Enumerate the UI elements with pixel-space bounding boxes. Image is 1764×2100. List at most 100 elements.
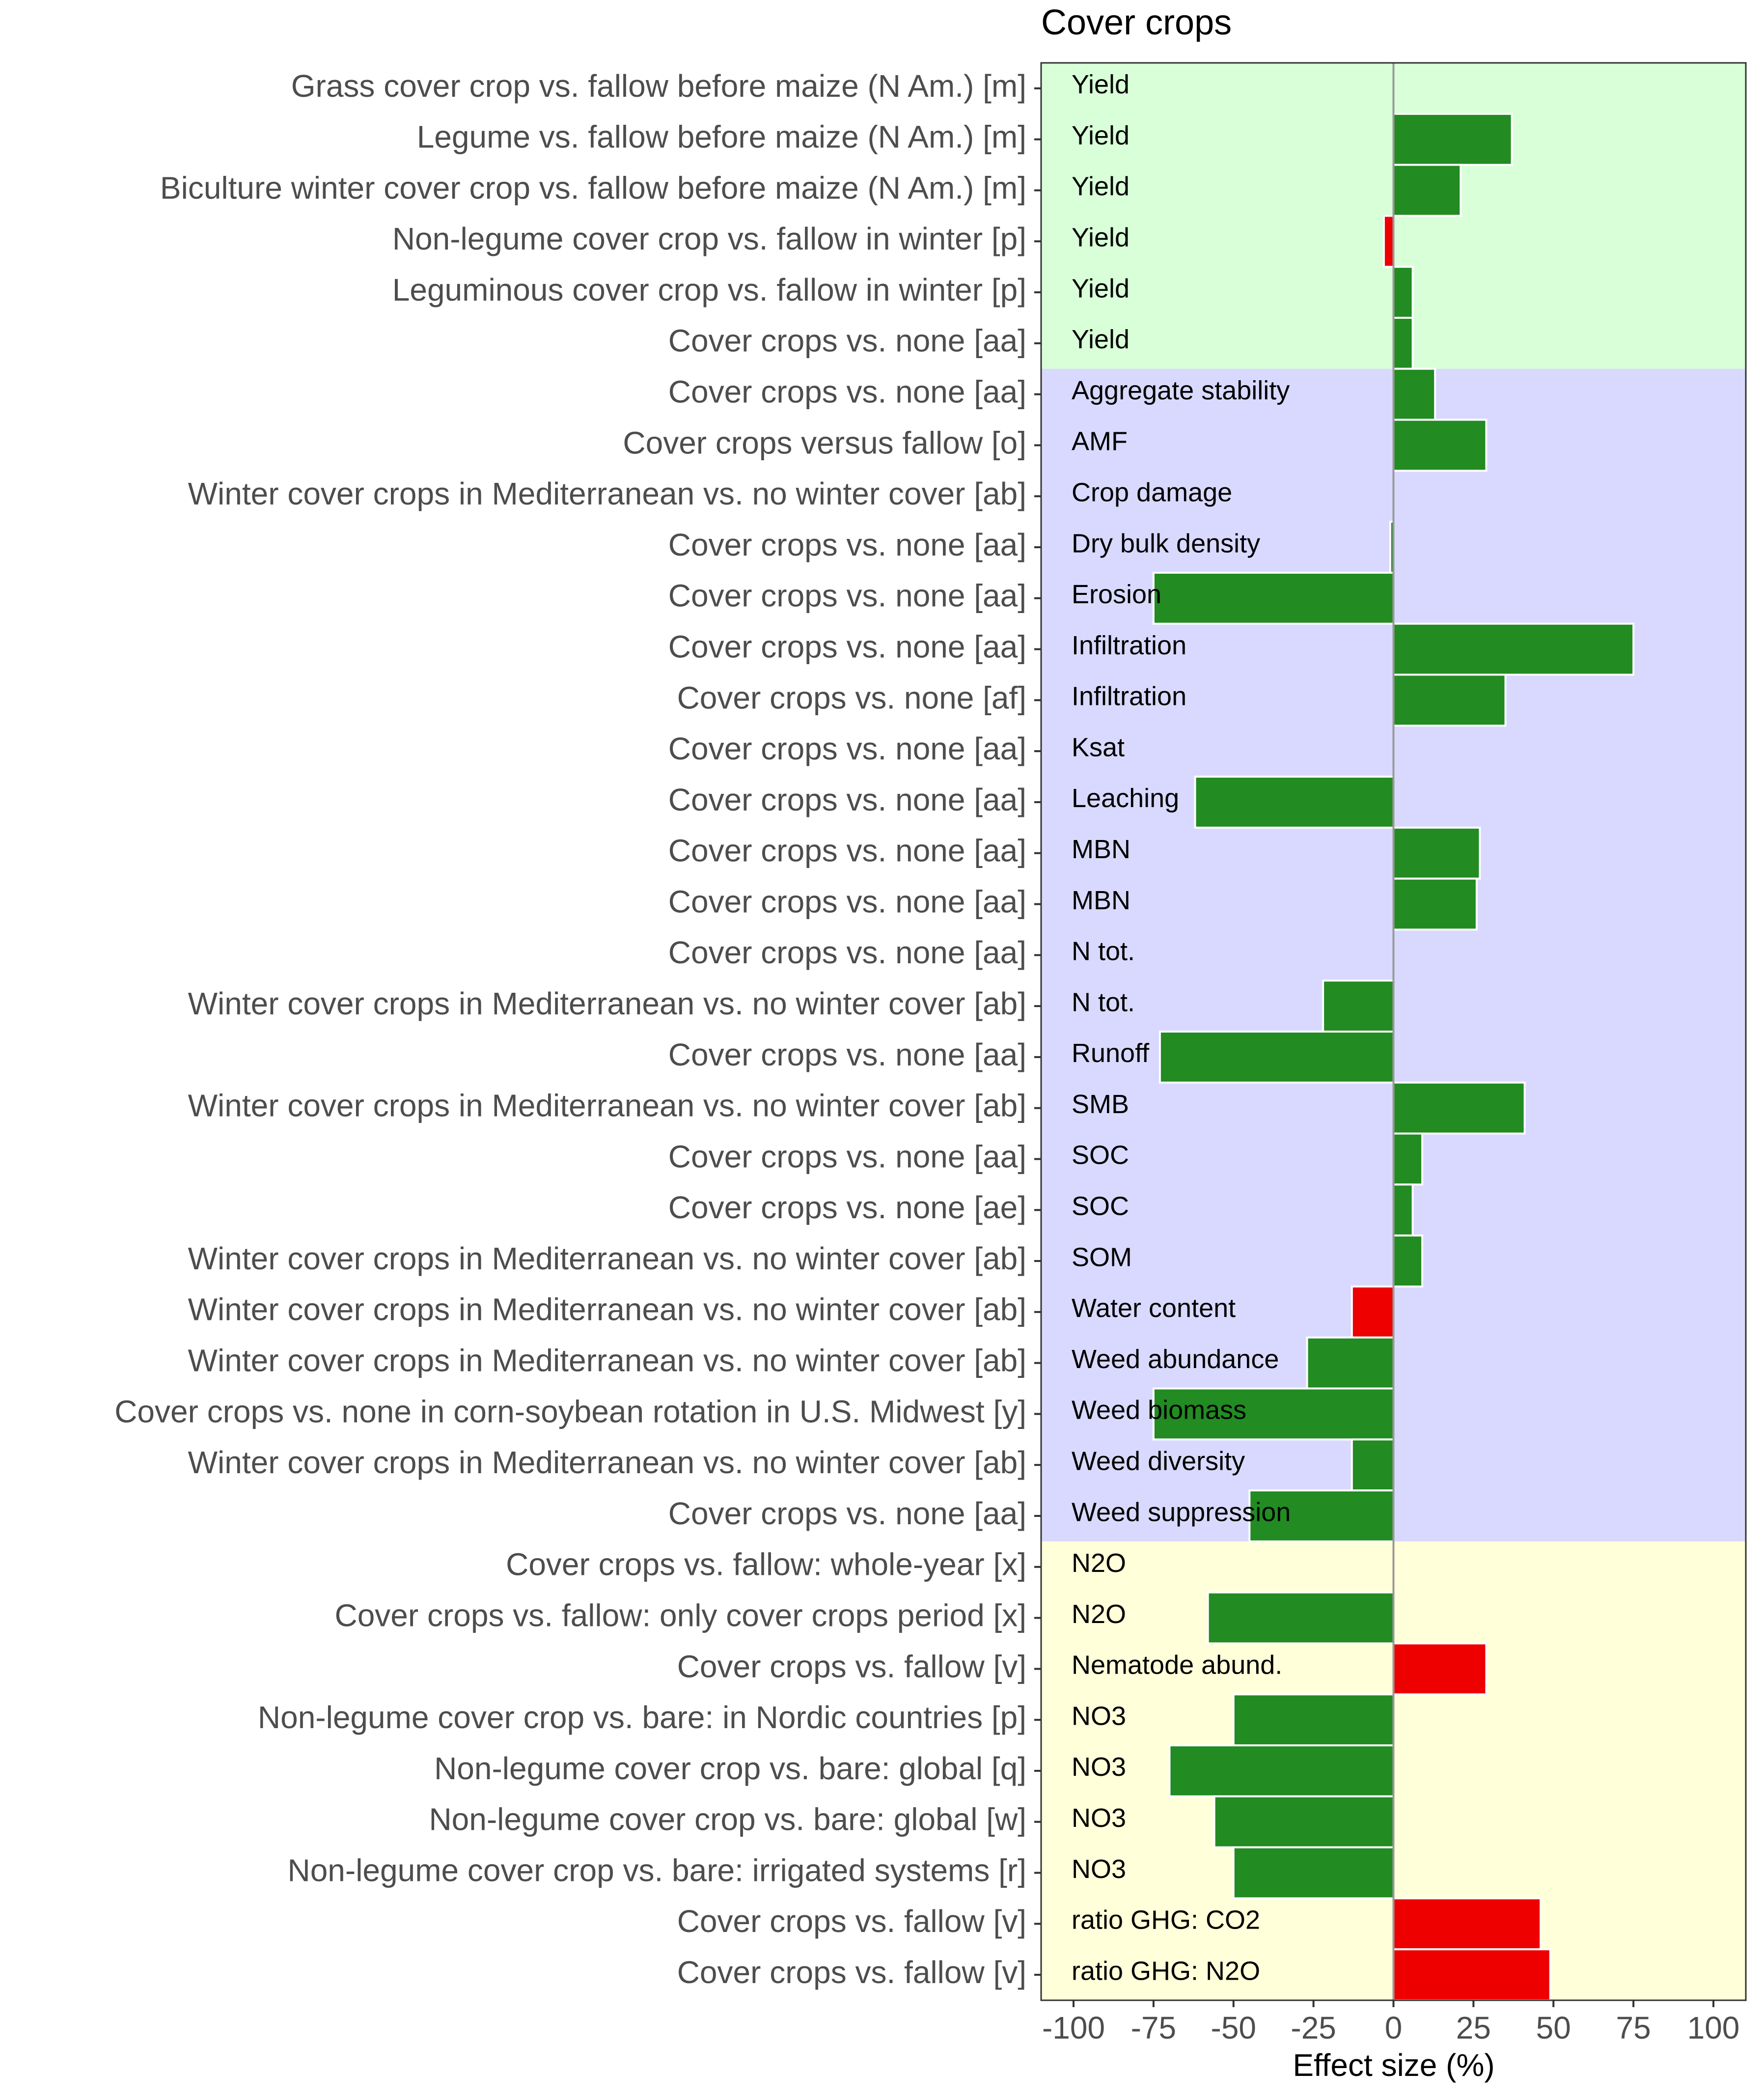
- bar-21: [1392, 1132, 1424, 1186]
- bar-34: [1213, 1795, 1395, 1848]
- bar-20: [1392, 1081, 1526, 1135]
- row-label-8: Winter cover crops in Mediterranean vs. …: [188, 476, 1026, 511]
- bar-31: [1392, 1642, 1488, 1696]
- row-label-5: Cover crops vs. none [aa]: [668, 323, 1026, 359]
- row-label-17: Cover crops vs. none [aa]: [668, 935, 1026, 970]
- bar-24: [1351, 1285, 1395, 1339]
- row-labels: Grass cover crop vs. fallow before maize…: [114, 68, 1041, 1990]
- metric-labels: Yield Yield Yield Yield Yield Yield Aggregate …: [1072, 70, 1291, 1986]
- row-label-28: Cover crops vs. none [aa]: [668, 1496, 1026, 1531]
- row-label-6: Cover crops vs. none [aa]: [668, 374, 1026, 410]
- row-label-13: Cover crops vs. none [aa]: [668, 731, 1026, 766]
- metric-label-9: Dry bulk density: [1072, 529, 1260, 558]
- row-label-16: Cover crops vs. none [aa]: [668, 884, 1026, 919]
- bar-7: [1392, 419, 1488, 472]
- bar-11: [1392, 622, 1635, 676]
- metric-label-27: Weed diversity: [1072, 1446, 1245, 1476]
- metric-label-34: NO3: [1072, 1803, 1126, 1833]
- bar-36: [1392, 1897, 1542, 1951]
- metric-label-13: Ksat: [1072, 732, 1125, 762]
- bar-22: [1392, 1183, 1414, 1237]
- row-label-35: Non-legume cover crop vs. bare: irrigate…: [287, 1852, 1026, 1888]
- bar-37: [1392, 1948, 1551, 2001]
- bar-26: [1152, 1387, 1395, 1441]
- x-tick-label-3: -25: [1291, 2010, 1336, 2045]
- row-label-27: Winter cover crops in Mediterranean vs. …: [188, 1445, 1026, 1480]
- metric-label-23: SOM: [1072, 1242, 1132, 1272]
- bar-2: [1392, 164, 1462, 217]
- row-label-33: Non-legume cover crop vs. bare: global […: [434, 1751, 1026, 1786]
- bar-3: [1382, 215, 1395, 268]
- bar-18: [1322, 980, 1395, 1033]
- metric-label-1: Yield: [1072, 121, 1130, 150]
- bar-16: [1392, 877, 1478, 931]
- row-label-3: Non-legume cover crop vs. fallow in wint…: [392, 221, 1026, 256]
- x-tick-label-2: -50: [1211, 2010, 1257, 2045]
- metric-label-6: Aggregate stability: [1072, 376, 1290, 405]
- metric-label-24: Water content: [1072, 1293, 1236, 1323]
- row-label-19: Cover crops vs. none [aa]: [668, 1037, 1026, 1072]
- bar-23: [1392, 1234, 1424, 1288]
- metric-label-7: AMF: [1072, 427, 1128, 456]
- row-label-37: Cover crops vs. fallow [v]: [677, 1955, 1026, 1990]
- row-label-11: Cover crops vs. none [aa]: [668, 629, 1026, 664]
- x-tick-label-4: 0: [1385, 2010, 1403, 2045]
- metric-label-37: ratio GHG: N2O: [1072, 1956, 1260, 1986]
- metric-label-16: MBN: [1072, 886, 1130, 915]
- bar-4: [1392, 266, 1414, 319]
- metric-label-32: NO3: [1072, 1701, 1126, 1731]
- bar-5: [1392, 316, 1414, 370]
- metric-label-22: SOC: [1072, 1192, 1129, 1221]
- metric-label-0: Yield: [1072, 70, 1130, 99]
- x-axis: -100 -75 -50 -25 0 25 50 75 100: [1042, 2000, 1739, 2045]
- row-label-0: Grass cover crop vs. fallow before maize…: [291, 68, 1026, 104]
- row-label-34: Non-legume cover crop vs. bare: global […: [429, 1802, 1026, 1837]
- metric-label-29: N2O: [1072, 1548, 1126, 1578]
- x-tick-label-7: 75: [1616, 2010, 1651, 2045]
- bar-12: [1392, 673, 1507, 727]
- row-label-32: Non-legume cover crop vs. bare: in Nordi…: [258, 1700, 1026, 1735]
- row-label-9: Cover crops vs. none [aa]: [668, 527, 1026, 562]
- row-label-31: Cover crops vs. fallow [v]: [677, 1649, 1026, 1684]
- metric-label-14: Leaching: [1072, 784, 1179, 813]
- row-label-12: Cover crops vs. none [af]: [677, 680, 1026, 715]
- row-label-14: Cover crops vs. none [aa]: [668, 782, 1026, 817]
- bar-1: [1392, 112, 1513, 166]
- metric-label-8: Crop damage: [1072, 477, 1232, 507]
- bar-15: [1392, 826, 1481, 880]
- metric-label-10: Erosion: [1072, 580, 1161, 609]
- row-label-30: Cover crops vs. fallow: only cover crops…: [334, 1597, 1026, 1633]
- metric-label-2: Yield: [1072, 172, 1130, 201]
- row-label-1: Legume vs. fallow before maize (N Am.) […: [417, 119, 1026, 155]
- metric-label-35: NO3: [1072, 1854, 1126, 1884]
- bar-33: [1168, 1744, 1395, 1797]
- row-label-20: Winter cover crops in Mediterranean vs. …: [188, 1088, 1026, 1123]
- metric-label-11: Infiltration: [1072, 631, 1186, 660]
- bar-25: [1306, 1336, 1395, 1390]
- metric-label-33: NO3: [1072, 1752, 1126, 1782]
- x-axis-title: Effect size (%): [1293, 2047, 1494, 2083]
- metric-label-28: Weed suppression: [1072, 1497, 1291, 1527]
- row-label-15: Cover crops vs. none [aa]: [668, 833, 1026, 868]
- bar-19: [1158, 1031, 1395, 1084]
- bar-30: [1207, 1591, 1395, 1645]
- metric-label-5: Yield: [1072, 325, 1130, 354]
- row-label-26: Cover crops vs. none in corn-soybean rot…: [114, 1394, 1026, 1429]
- metric-label-18: N tot.: [1072, 987, 1135, 1017]
- x-tick-label-8: 100: [1687, 2010, 1740, 2045]
- x-tick-label-1: -75: [1131, 2010, 1177, 2045]
- row-label-21: Cover crops vs. none [aa]: [668, 1139, 1026, 1174]
- metric-label-31: Nematode abund.: [1072, 1651, 1282, 1680]
- metric-label-36: ratio GHG: CO2: [1072, 1905, 1260, 1935]
- bar-28: [1248, 1489, 1395, 1542]
- metric-label-20: SMB: [1072, 1090, 1129, 1119]
- row-label-4: Leguminous cover crop vs. fallow in wint…: [392, 272, 1026, 308]
- metric-label-3: Yield: [1072, 223, 1130, 252]
- row-label-7: Cover crops versus fallow [o]: [623, 425, 1026, 460]
- bar-32: [1232, 1693, 1395, 1747]
- metric-label-21: SOC: [1072, 1141, 1129, 1170]
- row-label-10: Cover crops vs. none [aa]: [668, 578, 1026, 614]
- row-label-36: Cover crops vs. fallow [v]: [677, 1904, 1026, 1939]
- x-tick-label-6: 50: [1536, 2010, 1571, 2045]
